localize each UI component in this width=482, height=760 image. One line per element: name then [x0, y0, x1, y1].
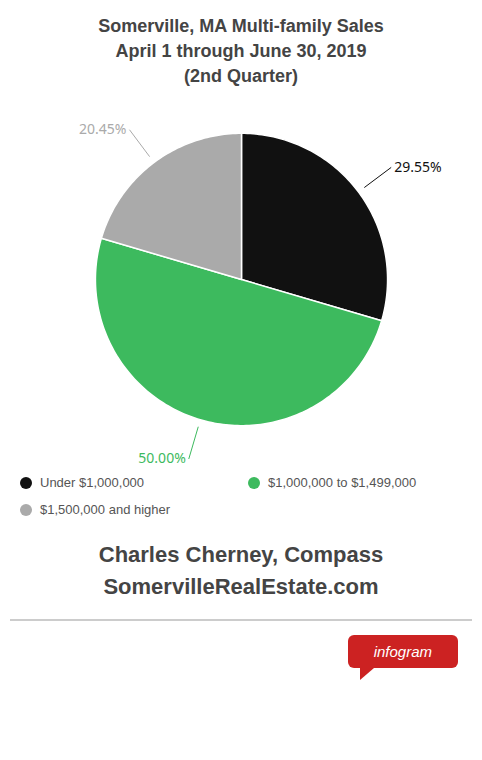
svg-text:20.45%: 20.45% [79, 119, 126, 138]
html-text:(2nd Quarter): (2nd Quarter) [184, 66, 298, 86]
html-text:$1,000,000 to $1,499,000: $1,000,000 to $1,499,000 [268, 475, 417, 490]
html-text:infogram: infogram [373, 643, 432, 660]
html-text:Charles Cherney, Compass: Charles Cherney, Compass [98, 542, 384, 567]
svg-text:50.00%: 50.00% [138, 448, 185, 467]
html-text:Under $1,000,000: Under $1,000,000 [40, 475, 145, 490]
html-text:April 1 through June 30, 2019: April 1 through June 30, 2019 [115, 41, 367, 61]
html-text:Somerville, MA Multi-family Sa: Somerville, MA Multi-family Sales [98, 16, 384, 36]
svg-text:29.55%: 29.55% [394, 157, 441, 176]
html-text:SomervilleRealEstate.com: SomervilleRealEstate.com [103, 574, 379, 599]
html-text:$1,500,000 and higher: $1,500,000 and higher [40, 502, 171, 517]
